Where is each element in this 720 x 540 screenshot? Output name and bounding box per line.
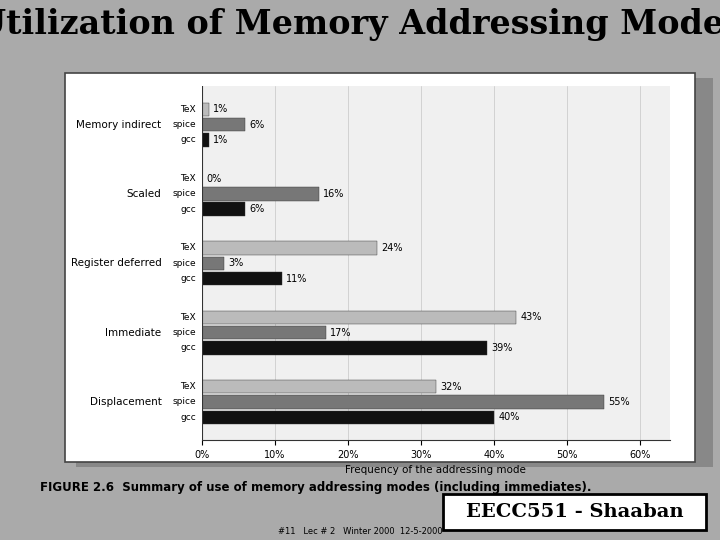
Text: 43%: 43% xyxy=(521,312,541,322)
Text: spice: spice xyxy=(172,397,196,407)
Bar xyxy=(202,202,246,216)
FancyBboxPatch shape xyxy=(443,494,706,530)
Bar xyxy=(202,241,377,255)
Text: gcc: gcc xyxy=(180,343,196,353)
Text: 0%: 0% xyxy=(206,174,221,184)
Text: spice: spice xyxy=(172,259,196,268)
Text: 1%: 1% xyxy=(213,135,228,145)
FancyBboxPatch shape xyxy=(65,73,695,462)
Text: gcc: gcc xyxy=(180,205,196,214)
Text: Scaled: Scaled xyxy=(127,189,161,199)
Text: Register deferred: Register deferred xyxy=(71,258,161,268)
Text: 17%: 17% xyxy=(330,328,352,338)
Text: gcc: gcc xyxy=(180,274,196,283)
Text: 11%: 11% xyxy=(287,273,308,284)
Text: 16%: 16% xyxy=(323,189,344,199)
Text: #11   Lec # 2   Winter 2000  12-5-2000: #11 Lec # 2 Winter 2000 12-5-2000 xyxy=(278,526,442,536)
Text: 39%: 39% xyxy=(491,343,513,353)
Text: TeX: TeX xyxy=(180,244,196,253)
Text: Utilization of Memory Addressing Modes: Utilization of Memory Addressing Modes xyxy=(0,8,720,41)
Text: Memory indirect: Memory indirect xyxy=(76,119,161,130)
Text: spice: spice xyxy=(172,120,196,129)
Bar xyxy=(202,310,516,324)
Text: gcc: gcc xyxy=(180,413,196,422)
Bar xyxy=(202,395,604,409)
Text: 3%: 3% xyxy=(228,258,243,268)
Text: spice: spice xyxy=(172,328,196,337)
Text: spice: spice xyxy=(172,190,196,198)
Bar xyxy=(202,341,487,355)
Text: 6%: 6% xyxy=(250,119,265,130)
Text: Displacement: Displacement xyxy=(89,397,161,407)
X-axis label: Frequency of the addressing mode: Frequency of the addressing mode xyxy=(345,465,526,475)
Bar xyxy=(202,256,223,270)
Text: TeX: TeX xyxy=(180,313,196,322)
Text: 32%: 32% xyxy=(440,382,462,392)
Bar xyxy=(202,380,436,394)
Bar xyxy=(202,326,326,339)
Bar xyxy=(202,187,319,201)
Text: FIGURE 2.6  Summary of use of memory addressing modes (including immediates).: FIGURE 2.6 Summary of use of memory addr… xyxy=(40,481,591,494)
Bar xyxy=(202,272,282,285)
Text: 40%: 40% xyxy=(498,412,520,422)
Bar xyxy=(202,133,209,146)
Text: 55%: 55% xyxy=(608,397,630,407)
Text: 6%: 6% xyxy=(250,204,265,214)
Bar xyxy=(202,410,494,424)
Text: gcc: gcc xyxy=(180,136,196,144)
Text: EECC551 - Shaaban: EECC551 - Shaaban xyxy=(466,503,683,521)
Bar xyxy=(202,103,209,116)
Text: 1%: 1% xyxy=(213,104,228,114)
Text: TeX: TeX xyxy=(180,382,196,391)
FancyBboxPatch shape xyxy=(76,78,713,467)
Text: TeX: TeX xyxy=(180,105,196,114)
Text: Immediate: Immediate xyxy=(105,328,161,338)
Text: 24%: 24% xyxy=(382,243,403,253)
Bar xyxy=(202,118,246,131)
Text: TeX: TeX xyxy=(180,174,196,183)
